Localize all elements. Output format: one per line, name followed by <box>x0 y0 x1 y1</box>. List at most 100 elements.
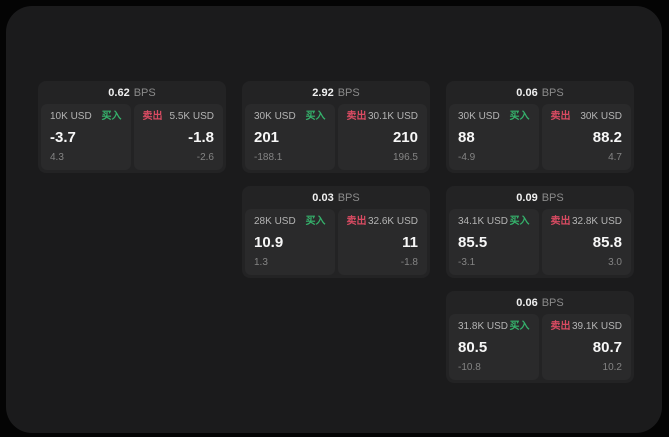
quote-card: 0.09 BPS 34.1K USD 买入 85.5 -3.1 卖出 32.8K… <box>446 186 634 278</box>
size-label: 31.8K USD <box>458 321 509 332</box>
buy-tile[interactable]: 30K USD 买入 201 -188.1 <box>245 104 335 170</box>
bps-unit-label: BPS <box>133 86 156 99</box>
price-tiles: 30K USD 买入 88 -4.9 卖出 30K USD 88.2 4.7 <box>449 104 631 170</box>
buy-sub-value: -4.9 <box>458 152 476 163</box>
bps-value: 0.06 <box>516 86 538 99</box>
size-label: 30.1K USD <box>367 111 418 122</box>
bps-value: 0.09 <box>516 191 538 204</box>
sell-label: 卖出 <box>346 216 367 227</box>
price-tiles: 34.1K USD 买入 85.5 -3.1 卖出 32.8K USD 85.8… <box>449 209 631 275</box>
bps-header: 2.92 BPS <box>245 81 427 104</box>
tile-top-row: 卖出 30.1K USD <box>347 111 419 123</box>
buy-price: 201 <box>254 129 280 146</box>
sell-tile[interactable]: 卖出 30.1K USD 210 196.5 <box>337 104 427 170</box>
tile-top-row: 30K USD 买入 <box>458 111 530 123</box>
buy-tile[interactable]: 30K USD 买入 88 -4.9 <box>449 104 539 170</box>
bps-header: 0.06 BPS <box>449 291 631 314</box>
quote-card: 0.62 BPS 10K USD 买入 -3.7 4.3 卖出 5.5K USD <box>38 81 226 173</box>
buy-tile[interactable]: 10K USD 买入 -3.7 4.3 <box>41 104 131 170</box>
sell-sub-value: 4.7 <box>608 152 622 163</box>
sell-price: -1.8 <box>188 129 214 146</box>
buy-price: 80.5 <box>458 339 488 356</box>
buy-sub-value: 1.3 <box>254 257 268 268</box>
bps-value: 0.06 <box>516 296 538 309</box>
buy-price: 88 <box>458 129 475 146</box>
price-tiles: 30K USD 买入 201 -188.1 卖出 30.1K USD 210 1… <box>245 104 427 170</box>
buy-sub-value: -10.8 <box>458 362 481 373</box>
buy-label: 买入 <box>509 216 530 227</box>
size-label: 30K USD <box>254 111 296 122</box>
sell-price: 88.2 <box>592 129 622 146</box>
price-tiles: 28K USD 买入 10.9 1.3 卖出 32.6K USD 11 -1.8 <box>245 209 427 275</box>
main-panel: 0.62 BPS 10K USD 买入 -3.7 4.3 卖出 5.5K USD <box>6 6 662 433</box>
sell-tile[interactable]: 卖出 5.5K USD -1.8 -2.6 <box>133 104 223 170</box>
sell-tile[interactable]: 卖出 32.8K USD 85.8 3.0 <box>541 209 631 275</box>
price-tiles: 10K USD 买入 -3.7 4.3 卖出 5.5K USD -1.8 -2.… <box>41 104 223 170</box>
sell-label: 卖出 <box>346 111 367 122</box>
quote-card: 0.03 BPS 28K USD 买入 10.9 1.3 卖出 32.6K US… <box>242 186 430 278</box>
sell-price: 210 <box>392 129 418 146</box>
buy-price: 85.5 <box>458 234 488 251</box>
tile-top-row: 卖出 39.1K USD <box>551 321 623 333</box>
price-tiles: 31.8K USD 买入 80.5 -10.8 卖出 39.1K USD 80.… <box>449 314 631 380</box>
bps-value: 0.62 <box>108 86 130 99</box>
bps-unit-label: BPS <box>541 86 564 99</box>
quote-cards-grid: 0.62 BPS 10K USD 买入 -3.7 4.3 卖出 5.5K USD <box>38 81 634 383</box>
buy-sub-value: 4.3 <box>50 152 64 163</box>
sell-tile[interactable]: 卖出 32.6K USD 11 -1.8 <box>337 209 427 275</box>
size-label: 10K USD <box>50 111 92 122</box>
sell-sub-value: 3.0 <box>608 257 622 268</box>
tile-top-row: 卖出 32.8K USD <box>551 216 623 228</box>
sell-price: 85.8 <box>592 234 622 251</box>
tile-top-row: 31.8K USD 买入 <box>458 321 530 333</box>
sell-sub-value: 196.5 <box>392 152 418 163</box>
sell-price: 11 <box>402 234 418 251</box>
bps-unit-label: BPS <box>541 296 564 309</box>
buy-label: 买入 <box>101 111 122 122</box>
size-label: 30K USD <box>458 111 500 122</box>
buy-label: 买入 <box>509 111 530 122</box>
buy-label: 买入 <box>305 111 326 122</box>
size-label: 32.8K USD <box>571 216 622 227</box>
quote-card: 0.06 BPS 31.8K USD 买入 80.5 -10.8 卖出 39.1… <box>446 291 634 383</box>
buy-tile[interactable]: 34.1K USD 买入 85.5 -3.1 <box>449 209 539 275</box>
sell-label: 卖出 <box>550 321 571 332</box>
bps-unit-label: BPS <box>337 191 360 204</box>
sell-tile[interactable]: 卖出 30K USD 88.2 4.7 <box>541 104 631 170</box>
sell-sub-value: -2.6 <box>196 152 214 163</box>
size-label: 5.5K USD <box>169 111 214 122</box>
quote-card: 0.06 BPS 30K USD 买入 88 -4.9 卖出 30K USD <box>446 81 634 173</box>
buy-price: 10.9 <box>254 234 284 251</box>
tile-top-row: 卖出 5.5K USD <box>143 111 215 123</box>
size-label: 39.1K USD <box>571 321 622 332</box>
sell-price: 80.7 <box>592 339 622 356</box>
sell-sub-value: 10.2 <box>602 362 622 373</box>
sell-tile[interactable]: 卖出 39.1K USD 80.7 10.2 <box>541 314 631 380</box>
size-label: 30K USD <box>580 111 622 122</box>
buy-tile[interactable]: 31.8K USD 买入 80.5 -10.8 <box>449 314 539 380</box>
bps-header: 0.03 BPS <box>245 186 427 209</box>
bps-header: 0.09 BPS <box>449 186 631 209</box>
sell-label: 卖出 <box>142 111 163 122</box>
bps-unit-label: BPS <box>337 86 360 99</box>
tile-top-row: 10K USD 买入 <box>50 111 122 123</box>
buy-sub-value: -188.1 <box>254 152 283 163</box>
tile-top-row: 卖出 32.6K USD <box>347 216 419 228</box>
buy-sub-value: -3.1 <box>458 257 476 268</box>
bps-value: 2.92 <box>312 86 334 99</box>
tile-top-row: 28K USD 买入 <box>254 216 326 228</box>
buy-price: -3.7 <box>50 129 76 146</box>
bps-unit-label: BPS <box>541 191 564 204</box>
sell-label: 卖出 <box>550 216 571 227</box>
sell-sub-value: -1.8 <box>400 257 418 268</box>
size-label: 32.6K USD <box>367 216 418 227</box>
sell-label: 卖出 <box>550 111 571 122</box>
tile-top-row: 34.1K USD 买入 <box>458 216 530 228</box>
buy-label: 买入 <box>509 321 530 332</box>
tile-top-row: 30K USD 买入 <box>254 111 326 123</box>
buy-tile[interactable]: 28K USD 买入 10.9 1.3 <box>245 209 335 275</box>
size-label: 34.1K USD <box>458 216 509 227</box>
buy-label: 买入 <box>305 216 326 227</box>
bps-header: 0.06 BPS <box>449 81 631 104</box>
size-label: 28K USD <box>254 216 296 227</box>
